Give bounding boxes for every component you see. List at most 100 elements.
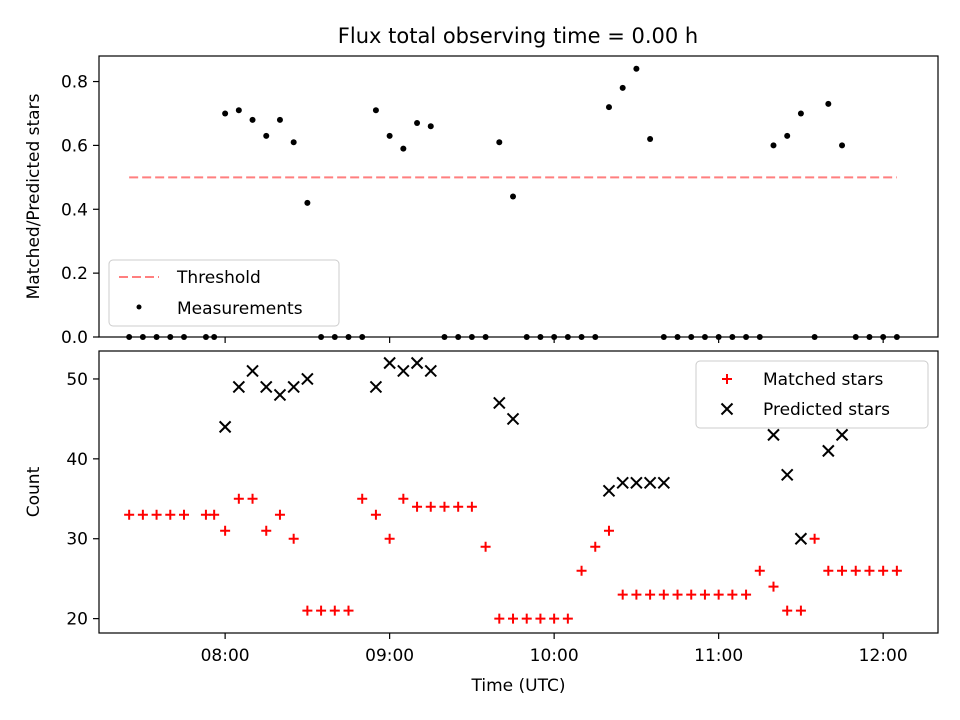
matched-star-point	[562, 613, 573, 624]
y-tick-label: 0.4	[61, 200, 88, 220]
measurement-point	[290, 139, 297, 146]
legend-predicted-label: Predicted stars	[763, 400, 890, 420]
predicted-star-point	[616, 476, 629, 490]
matched-star-point	[357, 493, 368, 504]
matched-star-point	[672, 589, 683, 600]
predicted-star-point	[383, 356, 396, 370]
bottom-axes: 20 30 40 50 08:00 09:00 10:00 11:00 12:00 Count Ti…	[24, 350, 939, 696]
measurement-point	[825, 100, 832, 107]
legend: Matched stars Predicted stars	[695, 360, 929, 429]
matched-star-point	[494, 613, 505, 624]
x-tick-label: 11:00	[694, 646, 743, 666]
measurement-point	[386, 132, 393, 139]
matched-star-point	[837, 565, 848, 576]
matched-star-point	[209, 509, 220, 520]
matched-star-point	[782, 605, 793, 616]
predicted-star-point	[397, 364, 410, 378]
measurement-point	[496, 139, 503, 146]
matched-star-point	[603, 525, 614, 536]
predicted-star-point	[493, 396, 506, 410]
legend-threshold-label: Threshold	[176, 268, 261, 288]
predicted-star-point	[643, 476, 657, 490]
matched-star-point	[288, 533, 299, 544]
top-axes: 0.0 0.2 0.4 0.6 0.8 Matched/Predicted stars Th…	[24, 55, 939, 348]
predicted-star-point	[218, 420, 232, 434]
matched-star-point	[124, 509, 135, 520]
matched-star-point	[535, 613, 546, 624]
measurement-point	[427, 123, 434, 130]
matched-star-point	[576, 565, 587, 576]
matched-star-point	[686, 589, 697, 600]
measurement-point	[633, 65, 640, 72]
matched-star-point	[508, 613, 519, 624]
matched-star-point	[178, 509, 189, 520]
matched-star-point	[699, 589, 710, 600]
measurement-point	[510, 193, 517, 200]
predicted-star-point	[767, 428, 780, 442]
x-axis-label: Time (UTC)	[471, 676, 566, 696]
predicted-star-point	[246, 364, 259, 378]
matched-star-point	[768, 581, 779, 592]
measurement-point	[839, 142, 846, 149]
matched-star-point	[439, 501, 450, 512]
predicted-star-point	[822, 444, 835, 458]
matched-star-point	[878, 565, 889, 576]
matched-star-point	[274, 509, 285, 520]
matched-star-point	[343, 605, 354, 616]
matched-star-point	[864, 565, 875, 576]
legend: Threshold Measurements	[108, 259, 340, 327]
predicted-star-point	[410, 356, 424, 370]
matched-star-point	[891, 565, 902, 576]
matched-star-point	[412, 501, 423, 512]
legend-box	[695, 360, 929, 429]
measurement-point	[276, 116, 283, 123]
axes-frame	[98, 350, 939, 634]
matched-star-point	[713, 589, 724, 600]
y-axis-label: Count	[24, 466, 44, 517]
predicted-star-point	[602, 484, 616, 498]
matched-star-point	[247, 493, 258, 504]
y-tick-label: 30	[66, 530, 88, 550]
matched-star-point	[453, 501, 464, 512]
matched-star-point	[316, 605, 327, 616]
measurement-point	[304, 199, 311, 206]
legend-measurements-swatch	[136, 304, 142, 310]
y-axis-label: Matched/Predicted stars	[24, 93, 44, 299]
measurement-point	[647, 136, 654, 143]
matched-star-point	[329, 605, 340, 616]
matched-star-point	[261, 525, 272, 536]
y-tick-label: 0.8	[61, 73, 88, 93]
matched-star-point	[727, 589, 738, 600]
predicted-star-point	[780, 468, 794, 482]
matched-star-point	[384, 533, 395, 544]
measurement-point	[400, 145, 407, 152]
legend-box	[108, 259, 340, 327]
measurement-point	[770, 142, 777, 149]
matched-star-point	[302, 605, 313, 616]
matched-star-point	[480, 541, 491, 552]
measurement-point	[619, 84, 626, 91]
matched-star-point	[370, 509, 381, 520]
matched-star-point	[220, 525, 231, 536]
predicted-star-point	[794, 532, 808, 545]
predicted-star-point	[424, 364, 437, 378]
measurement-point	[249, 116, 256, 123]
y-tick-label: 0.2	[61, 264, 88, 284]
measurement-point	[222, 110, 229, 117]
measurement-point	[235, 107, 242, 114]
legend-matched-label: Matched stars	[763, 370, 883, 390]
axes-frame	[98, 55, 939, 338]
matched-star-point	[809, 533, 820, 544]
x-tick-label: 09:00	[365, 646, 414, 666]
matched-star-point	[795, 605, 806, 616]
measurement-point	[784, 132, 791, 139]
predicted-star-point	[232, 380, 246, 394]
predicted-star-point	[657, 476, 671, 490]
matched-star-point	[645, 589, 656, 600]
measurement-point	[797, 110, 804, 117]
matched-star-point	[823, 565, 834, 576]
x-tick-label: 12:00	[859, 646, 908, 666]
predicted-star-point	[273, 388, 287, 402]
